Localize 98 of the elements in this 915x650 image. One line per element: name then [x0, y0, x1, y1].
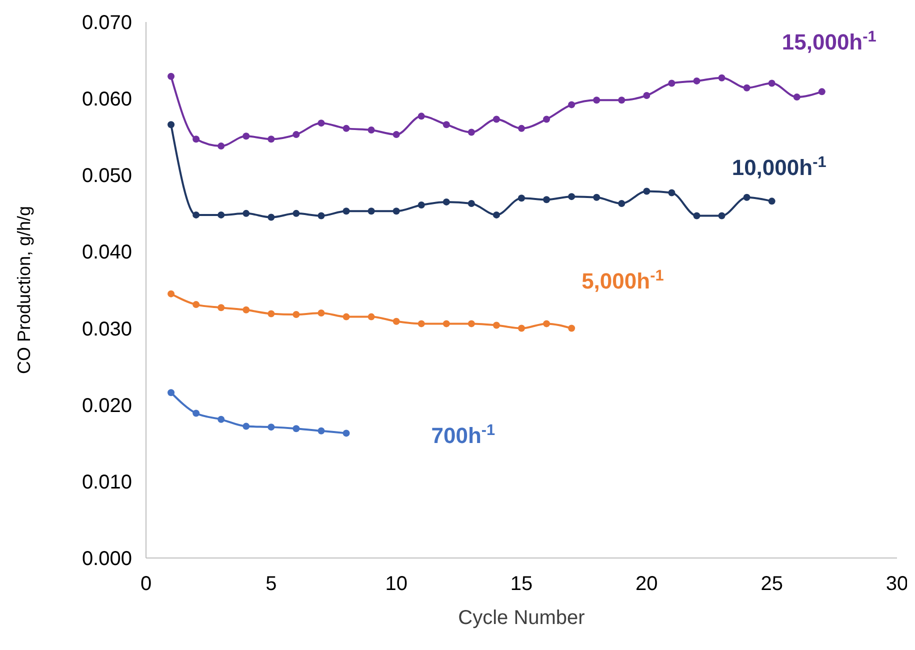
point	[292, 425, 300, 432]
point	[568, 193, 576, 200]
point	[268, 424, 275, 431]
point	[442, 320, 450, 328]
point	[218, 304, 225, 312]
y-tick-label: 0.020	[82, 394, 132, 417]
point	[543, 196, 550, 204]
point	[268, 310, 275, 318]
point	[693, 212, 700, 220]
point	[768, 198, 776, 205]
point	[292, 311, 300, 318]
point	[368, 313, 375, 320]
point	[168, 290, 175, 298]
series-label: 10,000h$^{-1}$	[732, 154, 827, 180]
y-tick-label: 0.000	[82, 548, 132, 570]
point	[168, 121, 175, 128]
x-tick-label: 5	[266, 573, 277, 595]
point	[593, 96, 600, 104]
point	[168, 72, 175, 80]
point	[543, 320, 550, 328]
y-tick-label: 0.030	[82, 318, 132, 340]
point	[192, 301, 200, 308]
series-label: 15,000h$^{-1}$	[782, 28, 877, 55]
y-tick-label: 0.060	[82, 88, 132, 111]
point	[492, 211, 500, 218]
point	[468, 200, 475, 207]
point	[793, 94, 800, 101]
point	[718, 74, 726, 82]
point	[568, 101, 576, 108]
point	[668, 80, 676, 87]
point	[242, 306, 250, 314]
point	[242, 132, 250, 140]
point	[492, 116, 500, 123]
x-tick-label: 10	[385, 573, 408, 595]
point	[292, 131, 300, 138]
point	[392, 318, 400, 325]
series-label: 5,000h$^{-1}$	[582, 266, 664, 294]
x-tick-label: 15	[510, 573, 533, 595]
point	[418, 112, 425, 120]
point	[668, 189, 676, 196]
point	[268, 214, 275, 221]
y-tick-label: 0.070	[82, 12, 132, 34]
point	[743, 84, 750, 92]
point	[442, 121, 450, 128]
point	[318, 120, 325, 127]
point	[342, 208, 350, 215]
point	[418, 320, 425, 328]
point	[543, 116, 550, 123]
point	[468, 320, 475, 328]
point	[218, 211, 225, 218]
y-tick-label: 0.050	[82, 165, 132, 188]
point	[518, 324, 525, 332]
point	[618, 200, 626, 207]
point	[718, 212, 726, 220]
x-tick-label: 30	[886, 573, 908, 595]
y-tick-label: 0.040	[82, 242, 132, 264]
point	[518, 194, 525, 202]
point	[242, 422, 250, 430]
point	[818, 88, 826, 96]
point	[368, 126, 375, 134]
point	[318, 212, 325, 220]
point	[418, 202, 425, 209]
point	[192, 136, 200, 143]
point	[392, 208, 400, 215]
point	[392, 131, 400, 138]
x-tick-label: 25	[760, 573, 783, 595]
point	[192, 410, 200, 417]
point	[318, 427, 325, 434]
point	[292, 210, 300, 217]
point	[218, 142, 225, 150]
point	[643, 92, 650, 100]
point	[693, 77, 700, 84]
point	[593, 194, 600, 201]
point	[743, 194, 750, 201]
point	[442, 198, 450, 206]
point	[342, 313, 350, 320]
point	[218, 416, 225, 423]
point	[568, 324, 576, 332]
point	[342, 430, 350, 437]
x-axis-title: Cycle Number	[458, 607, 586, 629]
point	[192, 211, 200, 218]
point	[268, 136, 275, 143]
point	[618, 96, 626, 104]
point	[643, 188, 650, 195]
point	[168, 389, 175, 396]
point	[368, 208, 375, 215]
point	[242, 210, 250, 217]
point	[342, 124, 350, 132]
x-tick-label: 20	[636, 573, 658, 595]
point	[318, 309, 325, 316]
point	[492, 322, 500, 329]
y-axis-title: CO Production, g/h/g	[14, 206, 34, 374]
point	[768, 80, 776, 87]
point	[518, 124, 525, 132]
text: 700h$^{-1}$	[431, 422, 496, 448]
point	[468, 128, 475, 136]
x-tick-label: 0	[140, 573, 152, 595]
y-tick-label: 0.010	[82, 471, 132, 494]
